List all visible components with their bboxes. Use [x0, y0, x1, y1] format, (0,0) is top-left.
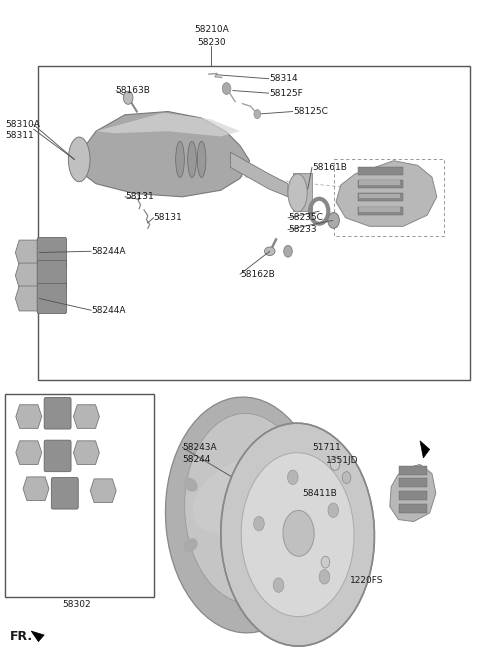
Circle shape — [284, 245, 292, 257]
Text: 58131: 58131 — [125, 192, 154, 201]
Text: 58235C: 58235C — [288, 213, 323, 222]
Ellipse shape — [188, 142, 196, 178]
Polygon shape — [77, 112, 250, 197]
Text: 58125C: 58125C — [293, 107, 328, 116]
Bar — [293, 173, 312, 211]
Text: 58230: 58230 — [197, 38, 226, 47]
Text: 58131: 58131 — [154, 213, 182, 222]
Text: FR.: FR. — [10, 630, 33, 643]
Ellipse shape — [184, 478, 198, 492]
Ellipse shape — [228, 474, 269, 536]
Circle shape — [328, 213, 339, 228]
Bar — [399, 504, 427, 513]
Bar — [399, 491, 427, 500]
Polygon shape — [73, 405, 99, 428]
Polygon shape — [230, 152, 288, 197]
Text: 58411B: 58411B — [302, 489, 337, 498]
Text: 58162B: 58162B — [240, 270, 275, 279]
Text: 58243A: 58243A — [182, 443, 217, 452]
Text: 58311: 58311 — [5, 131, 34, 140]
Text: 58210A: 58210A — [194, 25, 228, 34]
Text: 58244A: 58244A — [91, 247, 126, 256]
Bar — [359, 180, 400, 185]
Ellipse shape — [166, 397, 324, 633]
Circle shape — [330, 457, 340, 470]
Bar — [38, 66, 470, 380]
Ellipse shape — [69, 137, 90, 182]
Text: 58125F: 58125F — [269, 89, 302, 98]
Ellipse shape — [288, 463, 301, 478]
Bar — [359, 194, 400, 198]
Text: 51711: 51711 — [312, 443, 341, 452]
Text: 58314: 58314 — [269, 74, 298, 83]
Text: 58163B: 58163B — [115, 86, 150, 95]
FancyBboxPatch shape — [37, 237, 66, 268]
Ellipse shape — [184, 538, 198, 552]
Ellipse shape — [283, 510, 314, 556]
Circle shape — [273, 578, 284, 592]
Circle shape — [328, 503, 338, 518]
Bar — [5, 394, 154, 597]
Circle shape — [123, 91, 133, 104]
Polygon shape — [16, 405, 42, 428]
FancyBboxPatch shape — [44, 398, 71, 429]
Polygon shape — [390, 464, 436, 522]
Circle shape — [321, 556, 330, 568]
Polygon shape — [23, 477, 49, 501]
Text: 58302: 58302 — [62, 600, 91, 609]
Polygon shape — [73, 441, 99, 464]
FancyBboxPatch shape — [37, 283, 66, 314]
Ellipse shape — [241, 453, 354, 617]
Polygon shape — [15, 286, 42, 311]
Bar — [399, 478, 427, 487]
Circle shape — [288, 470, 298, 485]
Bar — [358, 193, 403, 201]
FancyBboxPatch shape — [51, 478, 78, 509]
Ellipse shape — [264, 247, 275, 255]
Bar — [358, 180, 403, 188]
Ellipse shape — [221, 423, 374, 646]
Polygon shape — [31, 631, 44, 642]
Ellipse shape — [193, 457, 282, 533]
Text: 58233: 58233 — [288, 225, 317, 234]
Polygon shape — [15, 240, 42, 265]
Ellipse shape — [197, 142, 206, 178]
Polygon shape — [96, 113, 240, 136]
Text: 58310A: 58310A — [5, 120, 40, 129]
Text: 58161B: 58161B — [312, 163, 347, 172]
Ellipse shape — [288, 552, 301, 567]
Text: 58244: 58244 — [182, 455, 211, 464]
Circle shape — [342, 472, 351, 483]
Polygon shape — [15, 263, 42, 288]
Polygon shape — [90, 479, 116, 502]
Ellipse shape — [176, 142, 184, 178]
Polygon shape — [336, 161, 437, 226]
FancyBboxPatch shape — [37, 260, 66, 291]
Text: 1220FS: 1220FS — [350, 576, 384, 585]
Ellipse shape — [288, 174, 307, 212]
Bar — [358, 207, 403, 215]
Polygon shape — [420, 441, 430, 458]
Circle shape — [254, 110, 261, 119]
Bar — [359, 207, 400, 212]
Ellipse shape — [185, 413, 310, 604]
Circle shape — [222, 83, 231, 94]
Circle shape — [254, 516, 264, 531]
FancyBboxPatch shape — [44, 440, 71, 472]
Bar — [358, 167, 403, 175]
Polygon shape — [16, 441, 42, 464]
Text: 58244A: 58244A — [91, 306, 126, 315]
Circle shape — [319, 569, 330, 584]
Bar — [399, 466, 427, 475]
Text: 1351JD: 1351JD — [326, 456, 359, 465]
